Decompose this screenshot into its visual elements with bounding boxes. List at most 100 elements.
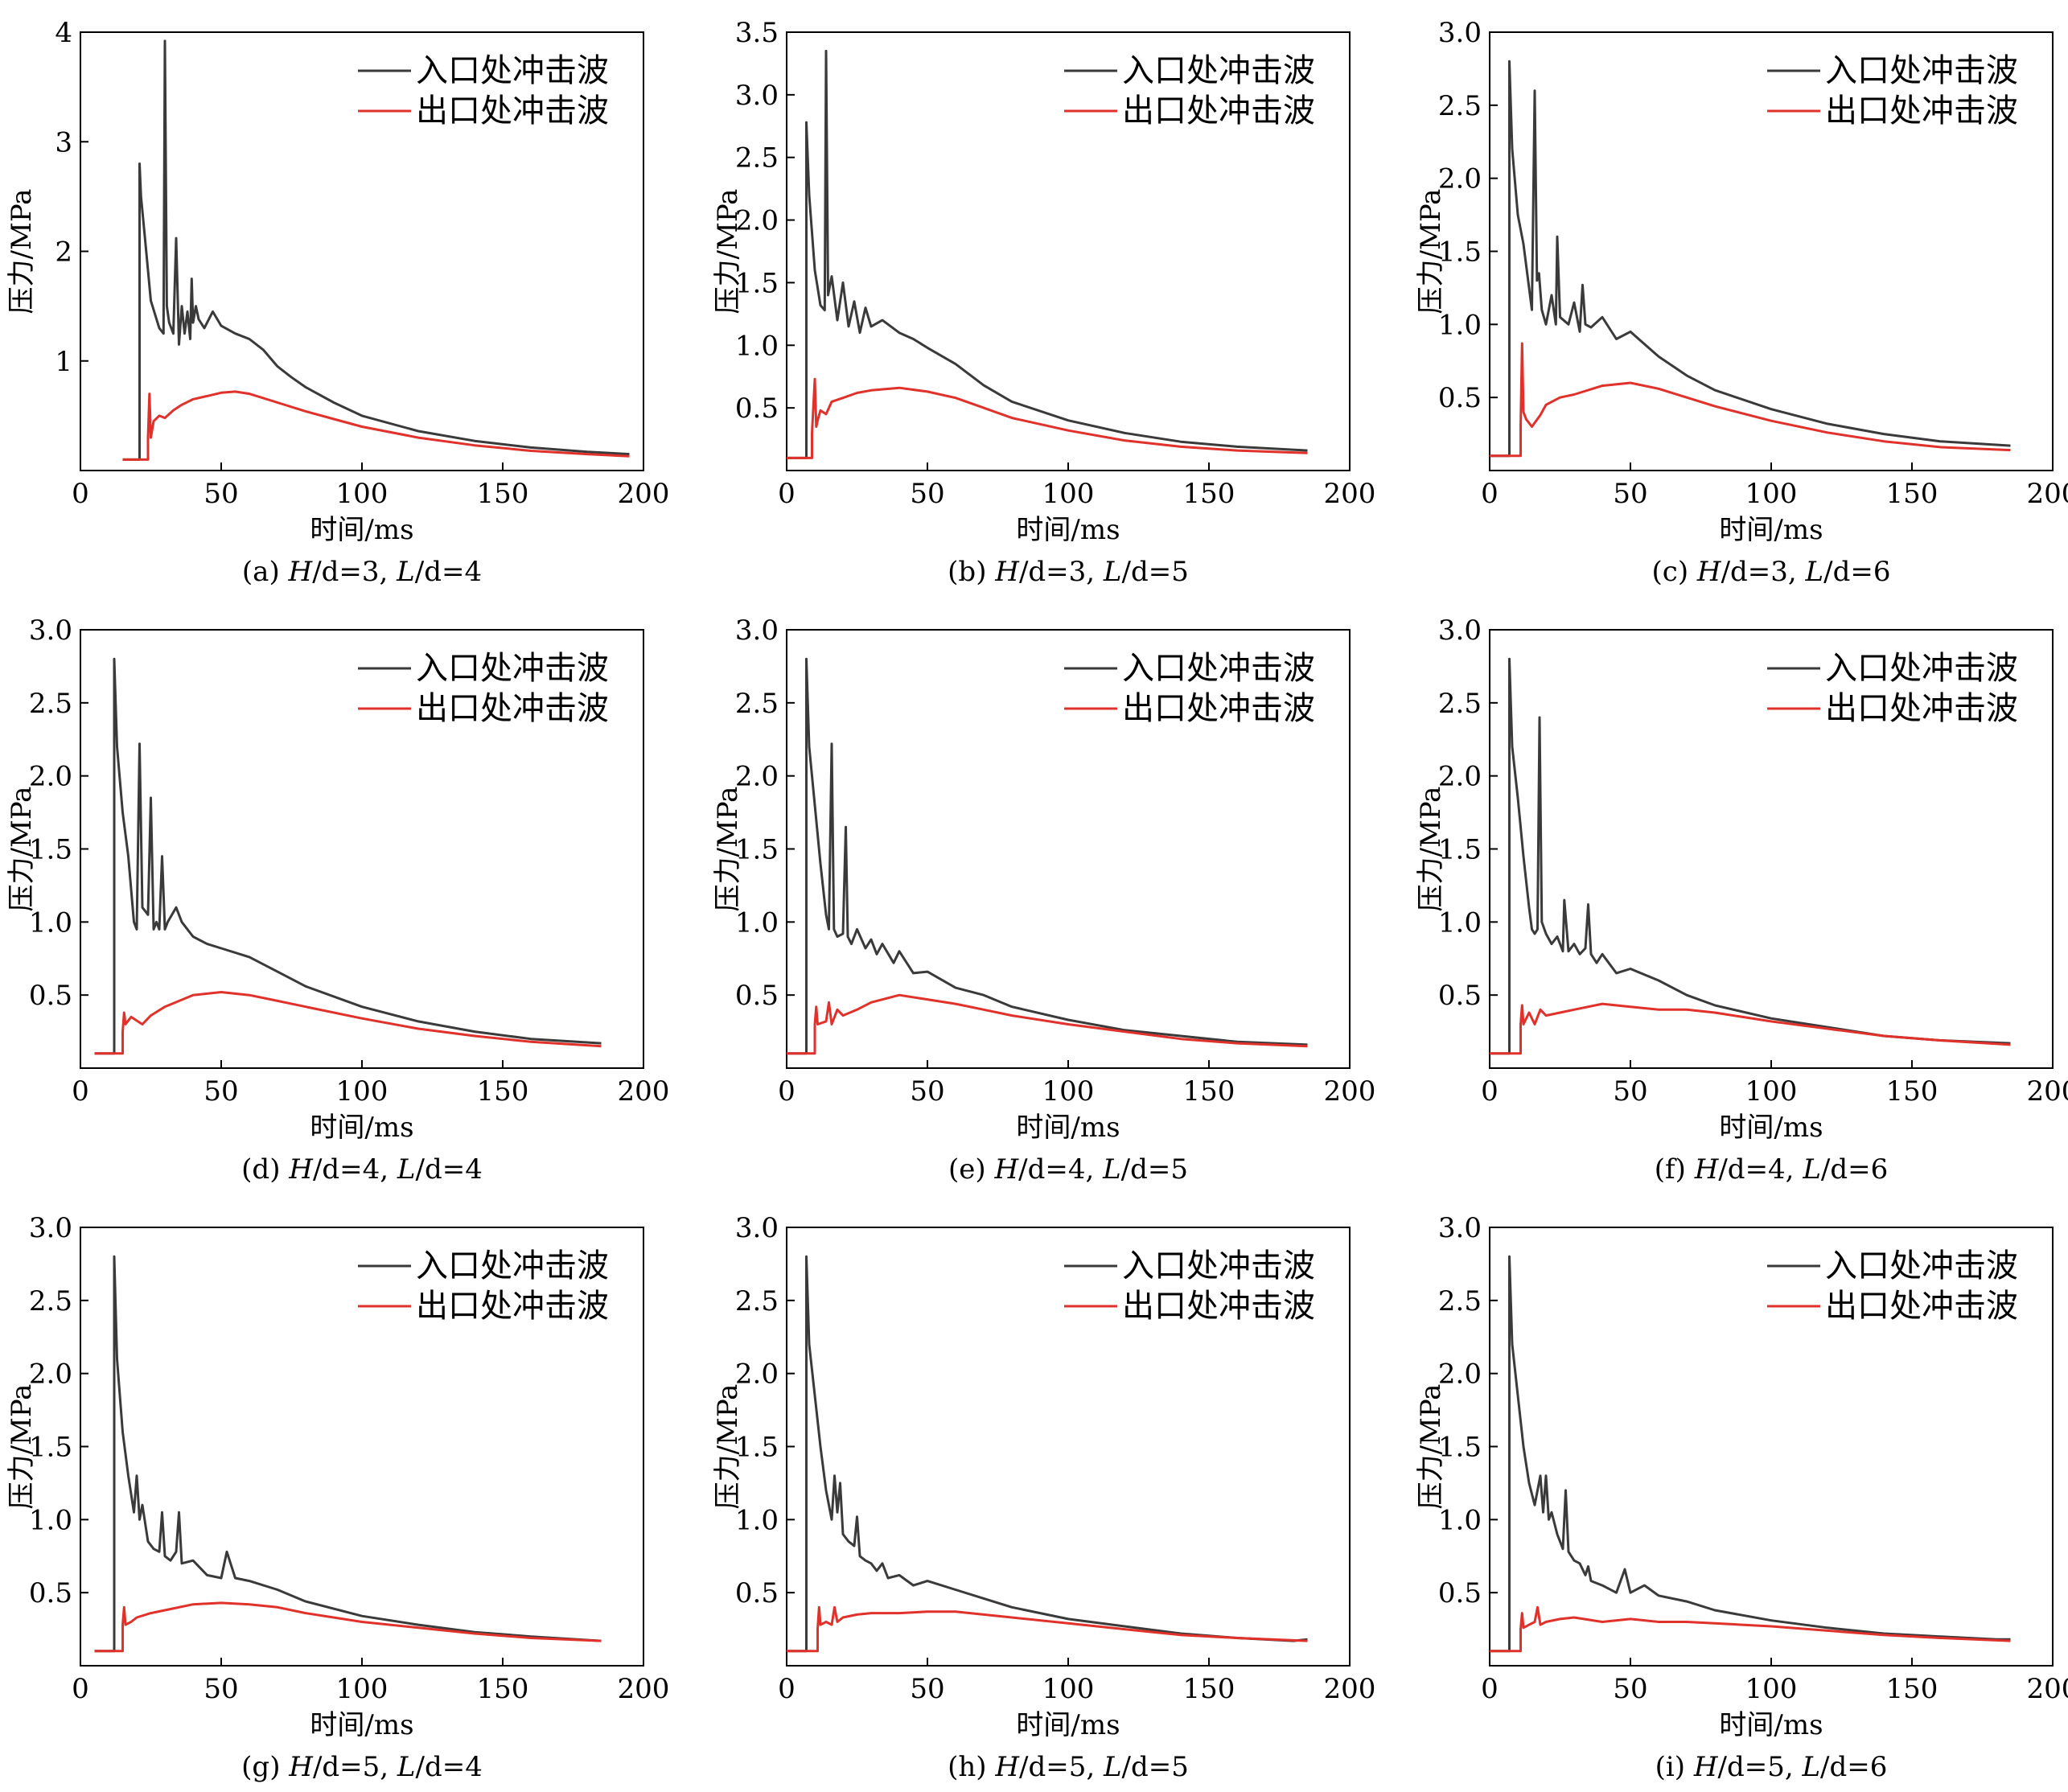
y-tick-label: 0.5 xyxy=(1438,980,1482,1012)
x-tick-label: 0 xyxy=(778,1075,796,1108)
inlet-shockwave-line xyxy=(1490,657,2011,1055)
panel-caption: (a) H/d=3, L/d=4 xyxy=(242,556,482,588)
y-tick-label: 0.5 xyxy=(29,980,72,1012)
x-tick-label: 50 xyxy=(1613,478,1647,510)
chart-panel-g: 0 50 100 150 200 0.5 1.0 1.5 2.0 2.5 3.0 时间/ms 压力/MP… xyxy=(6,1212,669,1783)
panel-caption: (c) H/d=3, L/d=6 xyxy=(1652,556,1891,588)
x-tick-label: 200 xyxy=(2027,1075,2068,1108)
y-tick-label: 1.0 xyxy=(735,330,779,362)
y-tick-label: 3.5 xyxy=(735,17,779,49)
y-tick-label: 1.5 xyxy=(735,1432,779,1464)
y-axis-label: 压力/MPa xyxy=(6,189,38,314)
x-axis-label: 时间/ms xyxy=(310,1709,413,1741)
y-tick-label: 1.5 xyxy=(1438,236,1482,269)
y-tick-label: 2.0 xyxy=(735,1358,779,1391)
x-tick-label: 150 xyxy=(1886,1075,1938,1108)
chart-panel-c: 0 50 100 150 200 0.5 1.0 1.5 2.0 2.5 3.0 时间/ms 压力/MP… xyxy=(1415,17,2068,588)
y-tick-label: 2.0 xyxy=(29,761,72,793)
y-tick-label: 1.0 xyxy=(29,1504,72,1536)
x-tick-label: 100 xyxy=(1042,1673,1095,1705)
x-tick-label: 50 xyxy=(204,1075,238,1108)
x-tick-label: 100 xyxy=(336,1673,389,1705)
x-tick-label: 0 xyxy=(1481,1075,1499,1108)
y-tick-label: 2.5 xyxy=(29,1285,72,1317)
y-tick-label: 3.0 xyxy=(735,1212,779,1244)
y-tick-label: 1.0 xyxy=(1438,309,1482,341)
x-tick-label: 100 xyxy=(336,478,389,510)
y-axis-label: 压力/MPa xyxy=(1415,189,1447,314)
inlet-shockwave-line xyxy=(1490,60,2011,458)
y-axis-label: 压力/MPa xyxy=(6,787,38,912)
x-axis-label: 时间/ms xyxy=(1016,514,1120,546)
x-tick-label: 0 xyxy=(1481,1673,1499,1705)
y-tick-label: 2.5 xyxy=(735,142,779,175)
x-tick-label: 100 xyxy=(1745,1673,1798,1705)
outlet-shockwave-line xyxy=(94,1601,602,1653)
x-tick-label: 150 xyxy=(1886,478,1938,510)
x-tick-label: 150 xyxy=(477,1673,529,1705)
x-axis-label: 时间/ms xyxy=(1016,1112,1120,1144)
outlet-shockwave-line xyxy=(94,991,602,1055)
y-tick-label: 1.5 xyxy=(1438,834,1482,866)
y-axis-label: 压力/MPa xyxy=(712,189,744,314)
x-tick-label: 50 xyxy=(1613,1673,1647,1705)
y-tick-label: 3.0 xyxy=(1438,614,1482,647)
x-tick-label: 50 xyxy=(204,1673,238,1705)
legend-label-outlet: 出口处冲击波 xyxy=(1122,1288,1315,1325)
inlet-shockwave-line xyxy=(94,657,602,1055)
y-tick-label: 3.0 xyxy=(735,80,779,112)
legend-label-outlet: 出口处冲击波 xyxy=(416,1288,609,1325)
y-tick-label: 4 xyxy=(55,17,72,49)
legend-label-outlet: 出口处冲击波 xyxy=(1122,690,1315,727)
y-tick-label: 2.5 xyxy=(1438,90,1482,122)
chart-panel-b: 0 50 100 150 200 0.5 1.0 1.5 2.0 2.5 3.0 3.5 时间/ms 压力… xyxy=(712,17,1375,588)
outlet-shockwave-line xyxy=(1490,1002,2011,1055)
y-tick-label: 1.0 xyxy=(735,906,779,939)
x-tick-label: 150 xyxy=(1183,1673,1235,1705)
x-tick-label: 150 xyxy=(1183,478,1235,510)
y-tick-label: 3.0 xyxy=(29,614,72,647)
x-axis-label: 时间/ms xyxy=(1016,1709,1120,1741)
y-tick-label: 3.0 xyxy=(735,614,779,647)
x-tick-label: 0 xyxy=(1481,478,1499,510)
y-tick-label: 1.0 xyxy=(1438,1504,1482,1536)
x-tick-label: 200 xyxy=(618,1673,670,1705)
legend-label-inlet: 入口处冲击波 xyxy=(416,1247,609,1284)
x-tick-label: 150 xyxy=(1886,1673,1938,1705)
legend-label-outlet: 出口处冲击波 xyxy=(416,92,609,129)
y-axis-label: 压力/MPa xyxy=(1415,787,1447,912)
legend-label-outlet: 出口处冲击波 xyxy=(1825,690,2018,727)
x-tick-label: 150 xyxy=(477,1075,529,1108)
x-tick-label: 50 xyxy=(910,1673,944,1705)
y-tick-label: 1.0 xyxy=(29,906,72,939)
chart-panel-d: 0 50 100 150 200 0.5 1.0 1.5 2.0 2.5 3.0 时间/ms 压力/MP… xyxy=(6,614,669,1186)
y-tick-label: 1.0 xyxy=(1438,906,1482,939)
x-tick-label: 50 xyxy=(910,478,944,510)
legend-label-inlet: 入口处冲击波 xyxy=(416,52,609,89)
y-tick-label: 3.0 xyxy=(29,1212,72,1244)
y-tick-label: 3.0 xyxy=(1438,17,1482,49)
panel-caption: (e) H/d=4, L/d=5 xyxy=(948,1153,1188,1186)
inlet-shockwave-line xyxy=(787,1255,1308,1653)
y-tick-label: 2.0 xyxy=(1438,761,1482,793)
y-tick-label: 0.5 xyxy=(735,980,779,1012)
x-tick-label: 150 xyxy=(477,478,529,510)
chart-panel-i: 0 50 100 150 200 0.5 1.0 1.5 2.0 2.5 3.0 时间/ms 压力/MP… xyxy=(1415,1212,2068,1783)
y-tick-label: 2.5 xyxy=(29,688,72,720)
legend-label-outlet: 出口处冲击波 xyxy=(1825,92,2018,129)
outlet-shockwave-line xyxy=(1490,342,2011,458)
x-tick-label: 200 xyxy=(2027,478,2068,510)
y-tick-label: 1.0 xyxy=(735,1504,779,1536)
x-tick-label: 100 xyxy=(1042,1075,1095,1108)
x-tick-label: 200 xyxy=(618,1075,670,1108)
y-tick-label: 1.5 xyxy=(1438,1432,1482,1464)
inlet-shockwave-line xyxy=(94,1255,602,1653)
x-tick-label: 200 xyxy=(1324,1075,1376,1108)
y-tick-label: 1.5 xyxy=(735,834,779,866)
y-tick-label: 3.0 xyxy=(1438,1212,1482,1244)
x-axis-label: 时间/ms xyxy=(310,1112,413,1144)
outlet-shockwave-line xyxy=(787,377,1308,459)
y-axis-label: 压力/MPa xyxy=(712,1384,744,1510)
y-tick-label: 2 xyxy=(55,236,72,269)
y-tick-label: 2.0 xyxy=(29,1358,72,1391)
